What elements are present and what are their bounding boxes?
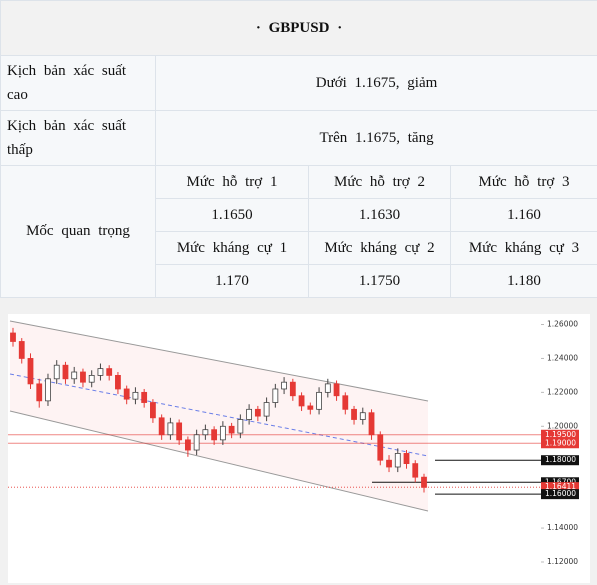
candle-body (98, 369, 103, 376)
candle-body (264, 403, 269, 417)
candle-body (11, 333, 16, 341)
candle-body (220, 426, 225, 440)
candle-body (37, 384, 42, 401)
candle-body (28, 358, 33, 383)
level-value: 1.160 (451, 199, 597, 232)
candle-body (387, 460, 392, 467)
candle-body (360, 413, 365, 420)
candle-body (142, 392, 147, 402)
candle-body (395, 453, 400, 467)
price-label: 1.16000 (545, 489, 576, 498)
candle-body (177, 423, 182, 440)
candle-body (282, 382, 287, 389)
candle-body (150, 403, 155, 418)
candle-body (168, 423, 173, 435)
candle-body (273, 389, 278, 403)
candle-body (343, 396, 348, 410)
candle-body (352, 409, 357, 419)
row-value: Dưới 1.1675, giảm (156, 56, 597, 111)
level-name: Mức hỗ trợ 3 (451, 166, 597, 199)
candle-body (317, 392, 322, 409)
candle-body (89, 375, 94, 382)
candle-body (45, 379, 50, 401)
level-name: Mức kháng cự 1 (156, 232, 309, 265)
row-label: Kịch bản xác suất thấp (1, 111, 156, 166)
level-value: 1.180 (451, 265, 597, 298)
candle-body (229, 426, 234, 433)
candle-body (72, 372, 77, 379)
level-value: 1.170 (156, 265, 309, 298)
row-label: Mốc quan trọng (1, 166, 156, 298)
candle-body (334, 384, 339, 396)
level-name: Mức hỗ trợ 1 (156, 166, 309, 199)
candle-body (422, 477, 427, 487)
candle-body (54, 365, 59, 379)
level-name: Mức kháng cự 2 (309, 232, 451, 265)
level-value: 1.1650 (156, 199, 309, 232)
candle-body (369, 413, 374, 435)
candle-body (413, 464, 418, 478)
level-name: Mức hỗ trợ 2 (309, 166, 451, 199)
candle-body (238, 420, 243, 434)
candle-body (63, 365, 68, 379)
row-label: Kịch bản xác suất cao (1, 56, 156, 111)
y-tick-label: 1.12000 (547, 557, 578, 566)
candle-body (124, 389, 129, 399)
candle-body (185, 440, 190, 450)
candle-body (325, 384, 330, 392)
table-title: · GBPUSD · (1, 1, 597, 56)
candle-body (212, 430, 217, 440)
price-label: 1.18000 (545, 455, 576, 464)
y-tick-label: 1.26000 (547, 320, 578, 329)
candle-body (203, 430, 208, 435)
candle-body (19, 341, 24, 358)
candle-body (107, 369, 112, 376)
candle-body (404, 453, 409, 463)
candle-body (133, 392, 138, 399)
level-value: 1.1750 (309, 265, 451, 298)
row-value: Trên 1.1675, tăng (156, 111, 597, 166)
y-tick-label: 1.14000 (547, 523, 578, 532)
candle-body (115, 375, 120, 389)
y-tick-label: 1.24000 (547, 353, 578, 362)
level-name: Mức kháng cự 3 (451, 232, 597, 265)
candle-body (378, 435, 383, 460)
y-tick-label: 1.22000 (547, 387, 578, 396)
candle-body (247, 409, 252, 419)
candle-body (290, 382, 295, 396)
level-value: 1.1630 (309, 199, 451, 232)
price-label: 1.19000 (545, 438, 576, 447)
chart: 1.260001.240001.220001.200001.140001.120… (0, 298, 597, 585)
candle-body (299, 396, 304, 406)
candle-body (159, 418, 164, 435)
candle-body (255, 409, 260, 416)
candle-body (194, 435, 199, 450)
candle-body (308, 406, 313, 409)
candle-body (80, 372, 85, 382)
